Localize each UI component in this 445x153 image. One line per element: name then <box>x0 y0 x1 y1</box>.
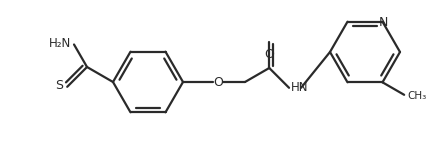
Text: HN: HN <box>291 81 308 94</box>
Text: H₂N: H₂N <box>49 37 71 50</box>
Text: O: O <box>213 75 223 88</box>
Text: N: N <box>379 16 388 29</box>
Text: CH₃: CH₃ <box>407 91 426 101</box>
Text: O: O <box>264 48 274 61</box>
Text: S: S <box>55 79 63 92</box>
